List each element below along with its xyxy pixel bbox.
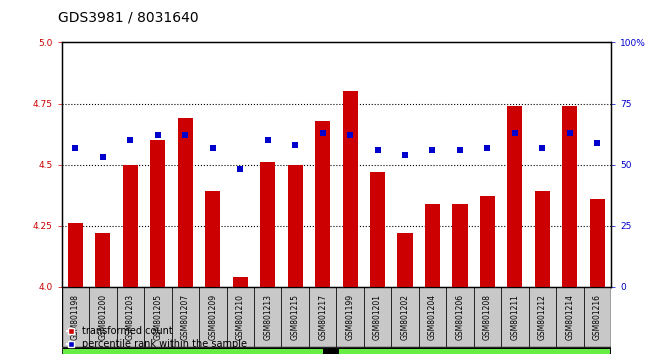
Text: GSM801199: GSM801199	[346, 294, 355, 340]
Text: GSM801206: GSM801206	[456, 294, 465, 340]
Bar	[178, 118, 193, 287]
Bar	[391, 287, 419, 347]
Point	[180, 132, 190, 138]
Point	[565, 130, 575, 136]
Point	[207, 145, 218, 150]
Bar	[89, 287, 117, 347]
Text: GSM801216: GSM801216	[593, 294, 602, 340]
Legend: transformed count, percentile rank within the sample: transformed count, percentile rank withi…	[66, 326, 247, 349]
Text: GSM801207: GSM801207	[181, 294, 190, 340]
Bar	[370, 172, 385, 287]
Bar	[62, 287, 89, 347]
Point	[400, 152, 410, 158]
Bar	[364, 287, 391, 347]
Bar	[254, 287, 281, 347]
Point	[345, 132, 356, 138]
Text: GSM801200: GSM801200	[98, 294, 107, 340]
Point	[592, 140, 603, 145]
Bar	[446, 287, 474, 347]
Point	[455, 147, 465, 153]
Point	[482, 145, 493, 150]
Bar	[556, 287, 584, 347]
Text: GSM801208: GSM801208	[483, 294, 492, 340]
Bar	[68, 223, 83, 287]
Bar	[288, 165, 303, 287]
Text: GSM801203: GSM801203	[126, 294, 135, 340]
Bar	[343, 91, 358, 287]
Bar	[452, 204, 467, 287]
Bar	[480, 196, 495, 287]
Bar	[337, 287, 364, 347]
Point	[153, 132, 163, 138]
Bar	[339, 349, 610, 354]
Point	[125, 137, 136, 143]
Bar	[590, 199, 605, 287]
Bar	[584, 287, 611, 347]
Text: GDS3981 / 8031640: GDS3981 / 8031640	[58, 11, 199, 25]
Point	[290, 142, 300, 148]
Bar	[474, 287, 501, 347]
Bar	[260, 162, 275, 287]
Point	[372, 147, 383, 153]
Text: GSM801215: GSM801215	[291, 294, 300, 340]
Bar	[96, 233, 111, 287]
Point	[317, 130, 328, 136]
Bar	[562, 106, 577, 287]
Bar	[62, 349, 323, 354]
Text: GSM801211: GSM801211	[510, 294, 519, 340]
Bar	[172, 287, 199, 347]
Point	[263, 137, 273, 143]
Bar	[309, 287, 337, 347]
Bar	[205, 192, 220, 287]
Text: GSM801198: GSM801198	[71, 294, 80, 340]
Bar	[117, 287, 144, 347]
Point	[510, 130, 520, 136]
Point	[98, 154, 108, 160]
Bar	[535, 192, 550, 287]
Point	[427, 147, 437, 153]
Bar	[281, 287, 309, 347]
Bar	[199, 287, 227, 347]
Text: GSM801201: GSM801201	[373, 294, 382, 340]
Point	[235, 167, 246, 172]
Bar	[150, 140, 165, 287]
Bar	[508, 106, 523, 287]
Point	[537, 145, 547, 150]
Text: GSM801214: GSM801214	[566, 294, 575, 340]
Text: GSM801210: GSM801210	[236, 294, 245, 340]
Text: GSM801212: GSM801212	[538, 294, 547, 340]
Bar	[233, 277, 248, 287]
Bar	[123, 165, 138, 287]
Text: GSM801204: GSM801204	[428, 294, 437, 340]
Text: GSM801217: GSM801217	[318, 294, 327, 340]
Bar	[227, 287, 254, 347]
Bar	[315, 121, 330, 287]
Bar	[144, 287, 172, 347]
Bar	[528, 287, 556, 347]
Bar	[419, 287, 446, 347]
Text: GSM801213: GSM801213	[263, 294, 272, 340]
Bar	[398, 233, 413, 287]
Point	[70, 145, 81, 150]
Bar	[501, 287, 528, 347]
Text: GSM801202: GSM801202	[400, 294, 410, 340]
Text: GSM801209: GSM801209	[208, 294, 217, 340]
Bar	[425, 204, 440, 287]
Text: GSM801205: GSM801205	[153, 294, 162, 340]
